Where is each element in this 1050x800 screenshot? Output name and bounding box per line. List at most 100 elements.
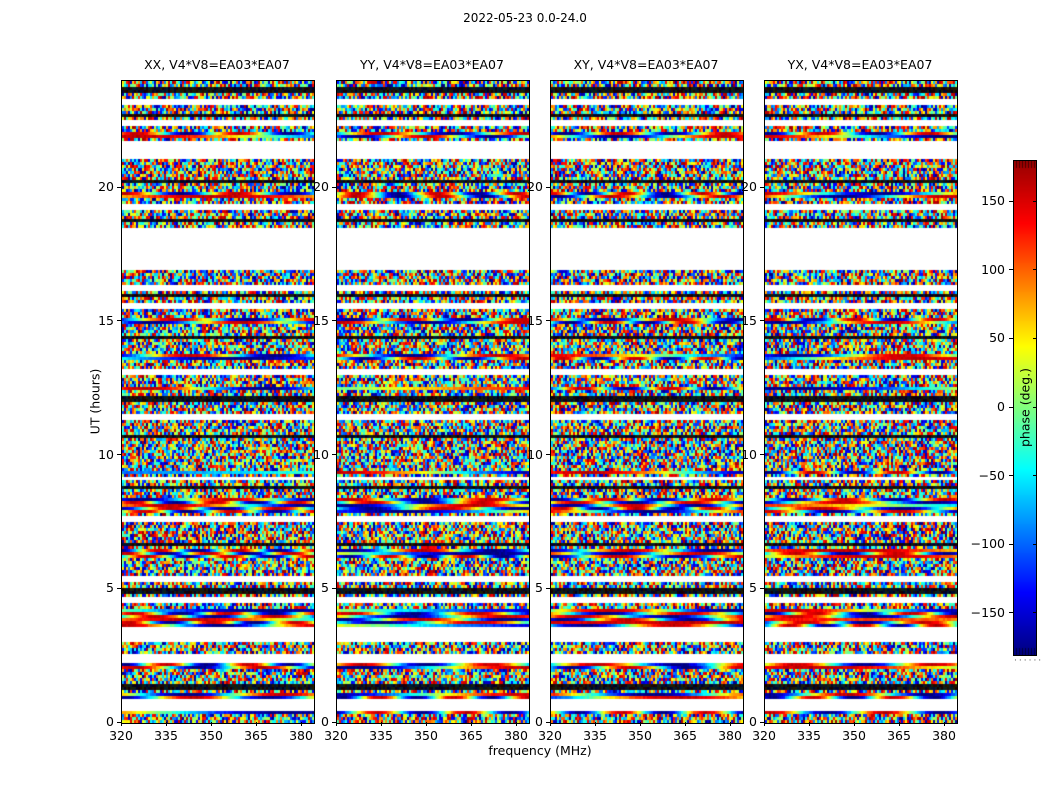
x-tick-mark <box>729 722 731 726</box>
x-tick-mark <box>120 722 122 726</box>
colorbar <box>1013 160 1037 656</box>
y-tick-label: 10 <box>741 446 757 462</box>
colorbar-tick-mark <box>1009 337 1013 339</box>
colorbar-tick-mark-inner <box>1033 612 1037 614</box>
x-tick-mark <box>808 722 810 726</box>
panel-title-xx: XX, V4*V8=EA03*EA07 <box>144 57 290 72</box>
x-tick-mark <box>470 722 472 726</box>
x-tick-label: 335 <box>154 728 178 743</box>
x-tick-label: 380 <box>718 728 742 743</box>
y-tick-mark <box>117 454 121 455</box>
x-tick-mark <box>335 722 337 726</box>
x-tick-label: 350 <box>842 728 866 743</box>
y-tick-label: 0 <box>321 714 329 729</box>
y-tick-label: 10 <box>313 446 329 462</box>
colorbar-tick-label: 150 <box>981 193 1005 209</box>
y-tick-mark <box>546 454 550 455</box>
panel-xy[interactable] <box>550 80 744 724</box>
colorbar-tick-mark-inner <box>1033 337 1037 339</box>
x-tick-mark <box>549 722 551 726</box>
y-tick-label: 5 <box>749 580 757 596</box>
x-tick-label: 320 <box>324 728 348 743</box>
y-tick-label: 15 <box>313 312 329 328</box>
y-tick-label: 20 <box>741 179 757 194</box>
y-tick-label: 5 <box>106 580 114 596</box>
colorbar-tick-label: 50 <box>989 330 1005 346</box>
colorbar-tick-label: −100 <box>970 536 1005 552</box>
x-tick-label: 335 <box>583 728 607 743</box>
x-tick-label: 380 <box>289 728 313 743</box>
x-axis-label: frequency (MHz) <box>488 743 592 758</box>
y-tick-mark <box>546 721 550 723</box>
y-tick-label: 10 <box>527 446 543 462</box>
x-tick-label: 350 <box>199 728 223 743</box>
colorbar-tick-label: 100 <box>981 261 1005 277</box>
x-tick-mark <box>763 722 765 726</box>
y-tick-mark <box>117 721 121 723</box>
x-tick-label: 320 <box>752 728 776 743</box>
y-tick-mark <box>760 587 764 589</box>
colorbar-tick-mark-inner <box>1033 543 1037 545</box>
y-tick-label: 20 <box>313 179 329 194</box>
x-tick-mark <box>898 722 900 726</box>
y-tick-label: 0 <box>106 714 114 729</box>
y-tick-mark <box>760 454 764 455</box>
x-tick-mark <box>853 722 855 726</box>
panel-yy[interactable] <box>336 80 530 724</box>
panel-title-yx: YX, V4*V8=EA03*EA07 <box>787 57 933 72</box>
x-tick-label: 380 <box>504 728 528 743</box>
colorbar-tick-mark <box>1009 612 1013 614</box>
colorbar-tick-label: 0 <box>997 399 1005 414</box>
colorbar-tick-label: −50 <box>978 467 1005 483</box>
colorbar-tick-label: −150 <box>970 604 1005 620</box>
y-tick-mark <box>760 721 764 723</box>
y-tick-label: 20 <box>527 179 543 194</box>
y-tick-label: 15 <box>527 312 543 328</box>
y-tick-mark <box>332 454 336 455</box>
y-tick-mark <box>332 186 336 188</box>
y-tick-mark <box>546 320 550 322</box>
x-tick-mark <box>594 722 596 726</box>
x-tick-mark <box>639 722 641 726</box>
x-tick-label: 350 <box>628 728 652 743</box>
x-tick-label: 320 <box>109 728 133 743</box>
y-tick-mark <box>760 186 764 188</box>
colorbar-tick-mark <box>1009 200 1013 202</box>
x-tick-mark <box>380 722 382 726</box>
colorbar-tick-mark <box>1009 406 1013 408</box>
colorbar-tick-mark-inner <box>1033 269 1037 271</box>
colorbar-tick-mark-inner <box>1033 200 1037 202</box>
panel-xx[interactable] <box>121 80 315 724</box>
figure-suptitle: 2022-05-23 0.0-24.0 <box>463 11 587 25</box>
y-tick-mark <box>332 721 336 723</box>
y-axis-label: UT (hours) <box>87 368 103 435</box>
colorbar-tick-mark-inner <box>1033 406 1037 408</box>
x-tick-label: 320 <box>538 728 562 743</box>
colorbar-tick-mark-inner <box>1033 475 1037 477</box>
y-tick-mark <box>117 186 121 188</box>
panel-title-xy: XY, V4*V8=EA03*EA07 <box>573 57 719 72</box>
x-tick-label: 365 <box>887 728 911 743</box>
x-tick-label: 365 <box>673 728 697 743</box>
y-tick-mark <box>117 320 121 322</box>
colorbar-under-dots: ······ <box>1014 656 1044 666</box>
y-tick-label: 0 <box>749 714 757 729</box>
x-tick-mark <box>300 722 302 726</box>
panel-title-yy: YY, V4*V8=EA03*EA07 <box>360 57 504 72</box>
panel-yx[interactable] <box>764 80 958 724</box>
y-tick-label: 10 <box>98 446 114 462</box>
x-tick-mark <box>943 722 945 726</box>
x-tick-label: 335 <box>797 728 821 743</box>
y-tick-label: 15 <box>98 312 114 328</box>
y-tick-label: 15 <box>741 312 757 328</box>
y-tick-mark <box>546 587 550 589</box>
colorbar-tick-mark <box>1009 543 1013 545</box>
x-tick-label: 365 <box>244 728 268 743</box>
y-tick-mark <box>332 587 336 589</box>
y-tick-label: 20 <box>98 179 114 194</box>
colorbar-tick-mark <box>1009 475 1013 477</box>
x-tick-mark <box>165 722 167 726</box>
y-tick-mark <box>546 186 550 188</box>
x-tick-mark <box>515 722 517 726</box>
